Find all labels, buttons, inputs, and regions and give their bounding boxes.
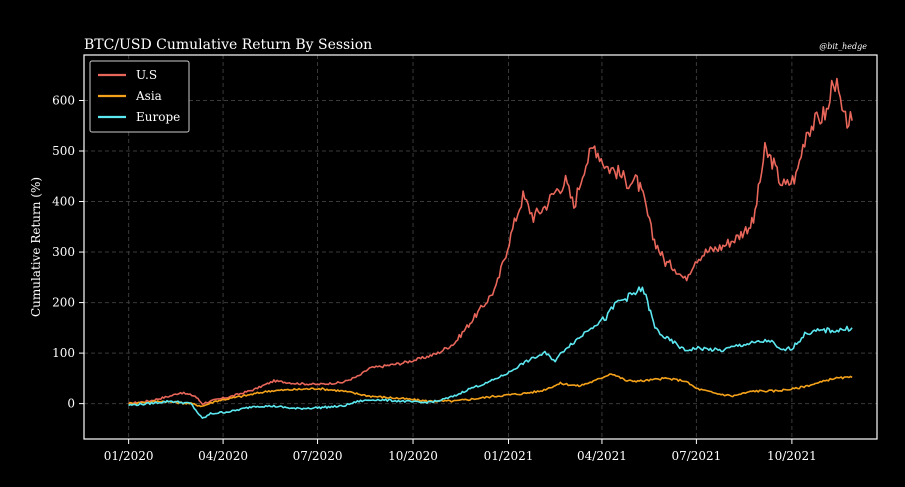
series-layer: [128, 77, 853, 419]
y-tick-label: 600: [52, 93, 75, 107]
x-tick-label: 10/2020: [388, 449, 438, 463]
x-tick-label: 04/2021: [577, 449, 627, 463]
legend-label: Asia: [135, 89, 162, 103]
axes-layer: 01/2020 04/2020 07/2020 10/2020 01/2021 04/20…: [52, 54, 878, 463]
y-tick-label: 400: [52, 195, 75, 209]
plot-background: [84, 55, 877, 439]
y-tick-label: 200: [52, 296, 75, 310]
grid-layer: [84, 55, 877, 439]
legend-label: U.S: [136, 68, 157, 82]
y-axis-label: Cumulative Return (%): [29, 177, 43, 317]
y-tick-label: 0: [67, 397, 75, 411]
x-tick-label: 01/2021: [484, 449, 534, 463]
x-tick-label: 04/2020: [198, 449, 248, 463]
y-tick-label: 100: [52, 346, 75, 360]
series-line-asia: [128, 373, 853, 408]
legend-box: [89, 60, 190, 133]
chart-credit: @bit_hedge: [819, 42, 867, 51]
x-tick-label: 01/2020: [104, 449, 154, 463]
legend-label: Europe: [136, 110, 180, 124]
series-line-europe: [128, 286, 853, 419]
y-tick-label: 300: [52, 245, 75, 259]
y-tick-label: 500: [52, 144, 75, 158]
x-tick-label: 07/2020: [293, 449, 343, 463]
chart-title: BTC/USD Cumulative Return By Session: [84, 37, 372, 53]
plot-frame: [83, 54, 878, 440]
series-line-us: [128, 77, 853, 405]
x-tick-label: 10/2021: [767, 449, 817, 463]
legend: U.S Asia Europe: [89, 60, 190, 133]
x-tick-label: 07/2021: [671, 449, 721, 463]
